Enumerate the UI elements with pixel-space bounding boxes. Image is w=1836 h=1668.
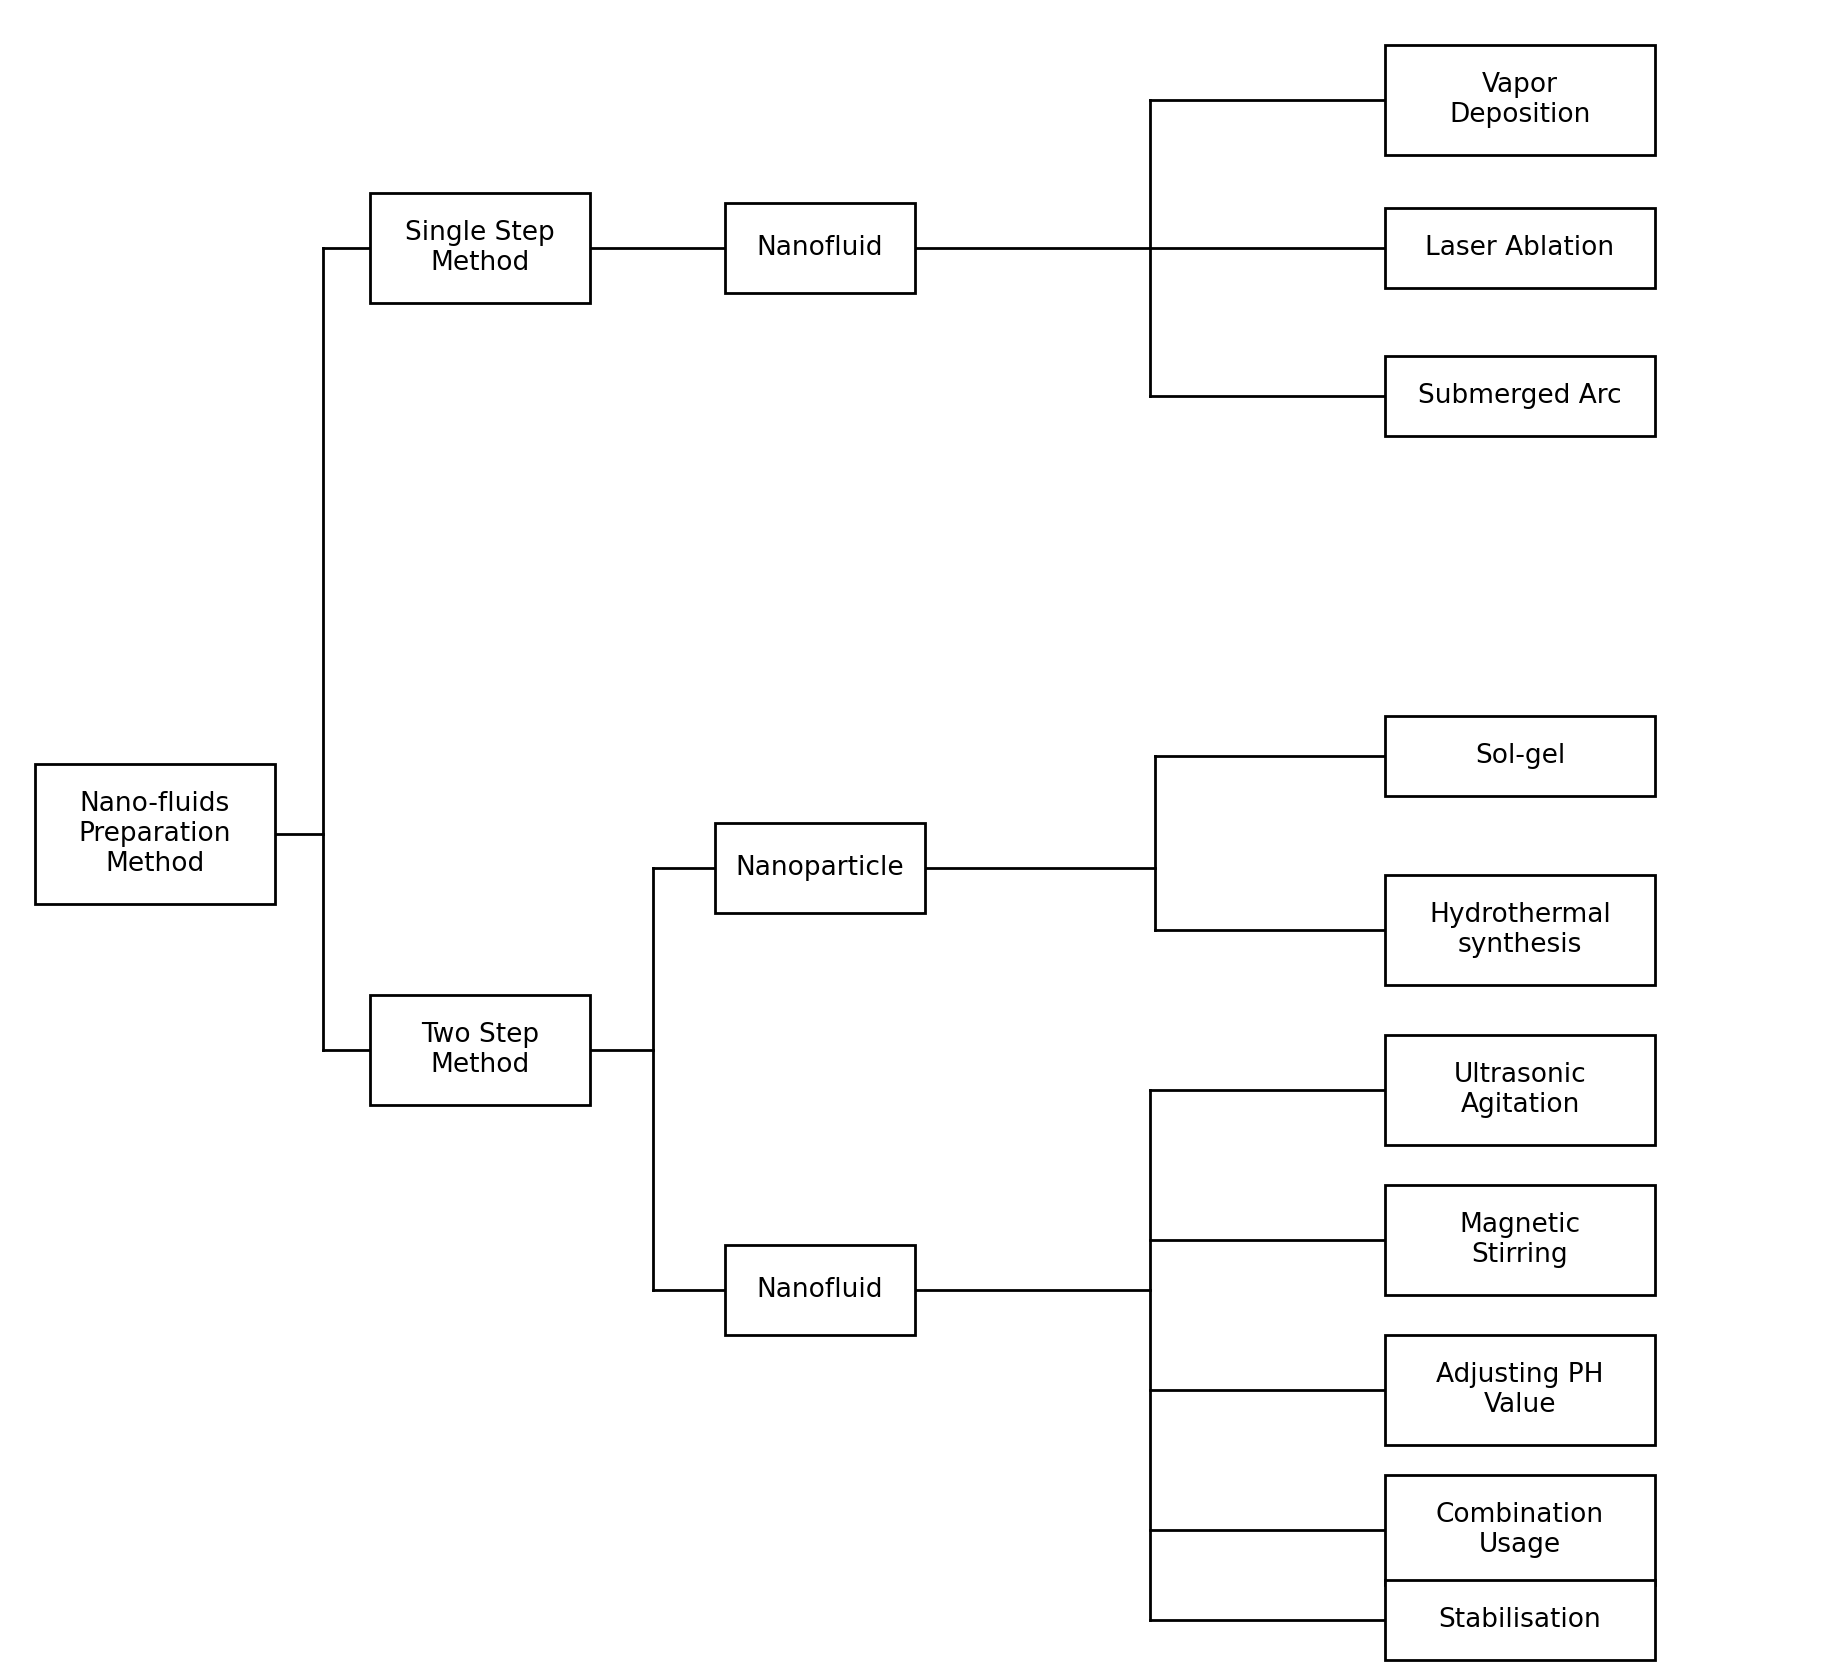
Text: Ultrasonic
Agitation: Ultrasonic Agitation	[1454, 1063, 1586, 1118]
FancyBboxPatch shape	[1384, 876, 1654, 986]
Text: Stabilisation: Stabilisation	[1439, 1606, 1601, 1633]
FancyBboxPatch shape	[35, 764, 275, 904]
FancyBboxPatch shape	[1384, 45, 1654, 155]
FancyBboxPatch shape	[714, 822, 925, 912]
Text: Nanofluid: Nanofluid	[756, 235, 883, 260]
FancyBboxPatch shape	[1384, 716, 1654, 796]
Text: Adjusting PH
Value: Adjusting PH Value	[1436, 1363, 1605, 1418]
Text: Nanoparticle: Nanoparticle	[736, 856, 905, 881]
Text: Single Step
Method: Single Step Method	[406, 220, 554, 275]
Text: Two Step
Method: Two Step Method	[420, 1022, 540, 1078]
FancyBboxPatch shape	[371, 996, 589, 1104]
FancyBboxPatch shape	[1384, 1184, 1654, 1294]
Text: Combination
Usage: Combination Usage	[1436, 1501, 1605, 1558]
Text: Hydrothermal
synthesis: Hydrothermal synthesis	[1428, 902, 1610, 957]
FancyBboxPatch shape	[1384, 355, 1654, 435]
Text: Nano-fluids
Preparation
Method: Nano-fluids Preparation Method	[79, 791, 231, 877]
FancyBboxPatch shape	[1384, 1036, 1654, 1144]
Text: Laser Ablation: Laser Ablation	[1425, 235, 1614, 260]
Text: Submerged Arc: Submerged Arc	[1417, 384, 1621, 409]
FancyBboxPatch shape	[371, 193, 589, 304]
Text: Magnetic
Stirring: Magnetic Stirring	[1460, 1213, 1581, 1268]
FancyBboxPatch shape	[1384, 1334, 1654, 1444]
FancyBboxPatch shape	[725, 1244, 914, 1334]
Text: Vapor
Deposition: Vapor Deposition	[1449, 72, 1590, 128]
FancyBboxPatch shape	[725, 203, 914, 294]
Text: Nanofluid: Nanofluid	[756, 1278, 883, 1303]
FancyBboxPatch shape	[1384, 1475, 1654, 1585]
FancyBboxPatch shape	[1384, 208, 1654, 289]
Text: Sol-gel: Sol-gel	[1474, 742, 1564, 769]
FancyBboxPatch shape	[1384, 1580, 1654, 1660]
